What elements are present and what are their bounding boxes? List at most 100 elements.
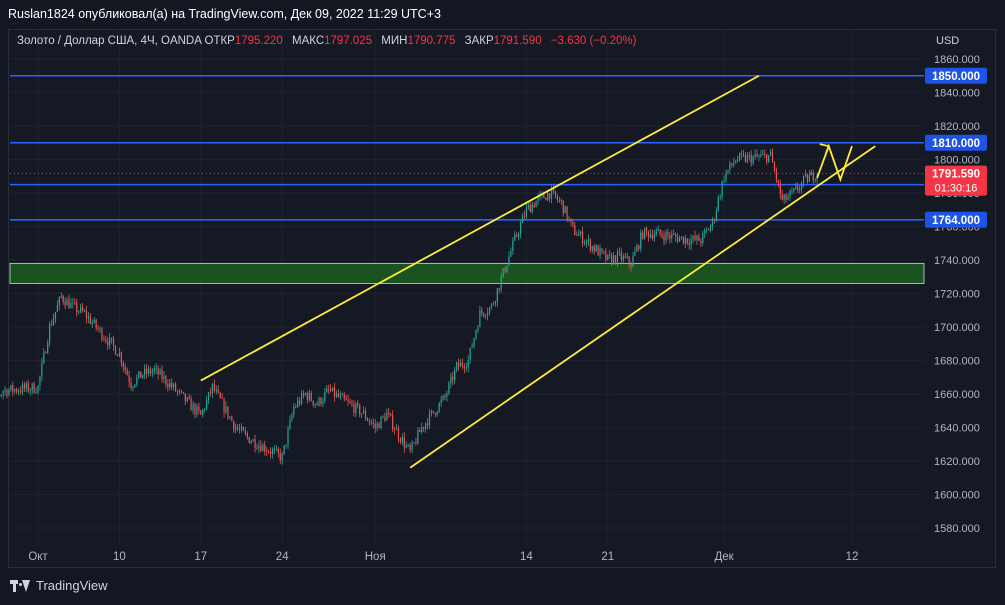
legend-open-label: ОТКР bbox=[204, 35, 235, 47]
candle-body bbox=[762, 153, 764, 155]
projection-path bbox=[816, 143, 853, 183]
candle-body bbox=[733, 162, 735, 166]
candle-body bbox=[421, 427, 423, 432]
candle-body bbox=[502, 268, 504, 277]
candle-body bbox=[754, 154, 756, 157]
candle-body bbox=[667, 232, 669, 236]
candle-body bbox=[644, 227, 646, 239]
time-axis: Окт 10 17 24 Ноя 14 21 Дек 12 bbox=[28, 551, 858, 563]
level-price-tag bbox=[925, 211, 987, 228]
candle-body bbox=[238, 429, 241, 430]
candle-body bbox=[591, 246, 593, 251]
candle-body bbox=[163, 376, 165, 380]
candle-body bbox=[97, 327, 99, 329]
candle-body bbox=[799, 188, 801, 191]
chart-panel[interactable] bbox=[8, 29, 996, 568]
candle-body bbox=[70, 303, 72, 309]
brand-footer[interactable]: TradingView bbox=[10, 578, 108, 593]
candle-body bbox=[550, 189, 553, 199]
candle-body bbox=[727, 169, 729, 173]
trend-line bbox=[409, 145, 876, 469]
candle-body bbox=[202, 409, 204, 415]
candle-body bbox=[18, 391, 20, 392]
candle-body bbox=[231, 416, 233, 422]
y-tick-label: 1860.000 bbox=[934, 54, 980, 66]
legend-high-value: 1797.025 bbox=[324, 35, 373, 47]
candle-body bbox=[779, 182, 781, 195]
candle-body bbox=[700, 240, 702, 244]
candle-body bbox=[237, 427, 239, 430]
candle-body bbox=[582, 231, 584, 244]
candle-body bbox=[112, 339, 115, 346]
candle-body bbox=[425, 423, 427, 429]
candle-body bbox=[518, 233, 520, 237]
level-lines-layer bbox=[10, 74, 924, 221]
candle-body bbox=[682, 236, 684, 244]
candle-body bbox=[72, 302, 74, 304]
candle-body bbox=[744, 154, 747, 162]
candle-body bbox=[194, 404, 196, 415]
candle-body bbox=[622, 256, 624, 260]
candle-body bbox=[337, 393, 340, 397]
candle-body bbox=[614, 255, 617, 263]
candle-body bbox=[545, 197, 547, 201]
candle-body bbox=[397, 428, 400, 439]
candle-body bbox=[4, 389, 6, 392]
candle-body bbox=[19, 391, 22, 393]
candle-body bbox=[130, 382, 132, 389]
candle-body bbox=[16, 389, 18, 392]
candle-body bbox=[613, 255, 615, 264]
candle-body bbox=[138, 371, 140, 378]
candle-body bbox=[684, 238, 686, 244]
candle-body bbox=[578, 234, 580, 236]
candle-body bbox=[10, 385, 12, 390]
candle-body bbox=[806, 174, 809, 182]
candle-body bbox=[723, 180, 725, 182]
candle-body bbox=[752, 156, 754, 164]
candle-body bbox=[469, 347, 471, 360]
candle-body bbox=[529, 204, 531, 213]
candle-body bbox=[58, 297, 60, 306]
candle-body bbox=[376, 423, 378, 428]
candle-body bbox=[409, 444, 411, 451]
candle-body bbox=[219, 392, 221, 399]
candle-body bbox=[244, 430, 246, 434]
candle-body bbox=[492, 303, 495, 305]
candle-body bbox=[812, 172, 814, 181]
candle-body bbox=[706, 229, 708, 231]
candle-body bbox=[570, 218, 572, 222]
candle-body bbox=[134, 384, 136, 387]
candle-body bbox=[719, 196, 721, 198]
candle-body bbox=[702, 232, 704, 244]
candle-body bbox=[269, 451, 272, 454]
candle-body bbox=[611, 255, 613, 264]
candle-body bbox=[196, 406, 198, 415]
candle-body bbox=[47, 342, 49, 353]
candle-body bbox=[0, 394, 2, 397]
candle-body bbox=[556, 196, 559, 201]
candle-body bbox=[43, 352, 45, 363]
candle-body bbox=[632, 255, 634, 267]
candle-body bbox=[560, 200, 562, 202]
candle-body bbox=[572, 221, 574, 226]
candle-body bbox=[531, 204, 533, 213]
candle-body bbox=[657, 229, 659, 232]
x-tick-label: 21 bbox=[601, 551, 614, 563]
candle-body bbox=[771, 151, 774, 163]
y-tick-label: 1640.000 bbox=[934, 423, 980, 435]
candle-body bbox=[456, 362, 458, 370]
candle-body bbox=[287, 428, 289, 445]
candle-body bbox=[111, 337, 113, 340]
candle-body bbox=[527, 204, 529, 207]
candle-body bbox=[302, 393, 305, 396]
candle-body bbox=[605, 252, 607, 260]
candle-body bbox=[715, 210, 717, 220]
candle-body bbox=[184, 393, 186, 402]
candle-body bbox=[785, 194, 787, 200]
candle-body bbox=[514, 234, 516, 241]
candle-body bbox=[750, 154, 752, 164]
candle-body bbox=[217, 389, 219, 393]
candle-body bbox=[74, 302, 76, 304]
